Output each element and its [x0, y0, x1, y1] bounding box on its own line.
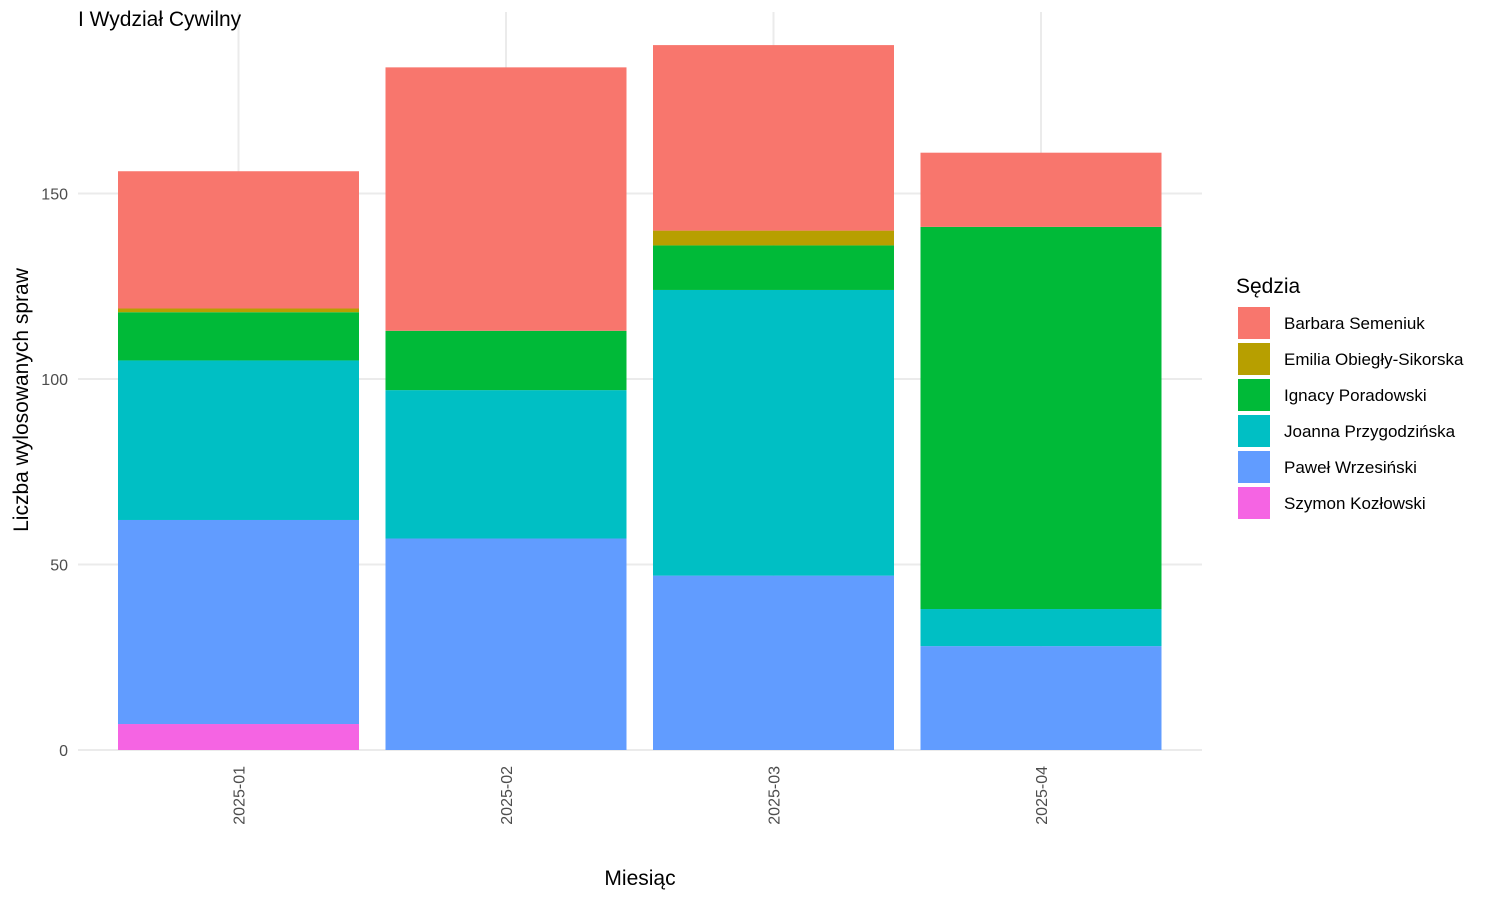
legend-label: Joanna Przygodzińska	[1284, 422, 1456, 441]
x-tick-label: 2025-04	[1034, 766, 1051, 825]
bar-segment: Joanna Przygodzińska (2025-04): 10	[920, 609, 1162, 647]
y-tick-label: 150	[41, 187, 68, 204]
bar-segment: Paweł Wrzesiński (2025-04): 28	[920, 646, 1162, 750]
legend-swatch	[1238, 343, 1270, 375]
x-axis-title: Miesiąc	[604, 867, 675, 890]
y-tick-label: 50	[50, 558, 68, 575]
legend-swatch	[1238, 415, 1270, 447]
bar-segment: Ignacy Poradowski (2025-04): 103	[920, 226, 1162, 610]
axes-layer: 0 50 100 150 2025-01 2025-02 2025-03 2025-04	[41, 187, 1051, 825]
y-tick-label: 100	[41, 372, 68, 389]
legend-swatch	[1238, 307, 1270, 339]
bar-segment: Ignacy Poradowski (2025-02): 16	[385, 330, 627, 391]
bar-segment: Joanna Przygodzińska (2025-01): 43	[118, 360, 359, 520]
bar-segment: Paweł Wrzesiński (2025-01): 55	[118, 519, 359, 725]
bar-segment: Paweł Wrzesiński (2025-02): 57	[385, 538, 627, 750]
legend-swatch	[1238, 379, 1270, 411]
bar-segment: Ignacy Poradowski (2025-03): 12	[653, 245, 894, 290]
y-tick-label: 0	[59, 743, 68, 760]
x-tick-label: 2025-02	[499, 766, 516, 825]
legend-label: Barbara Semeniuk	[1284, 314, 1425, 333]
bar-segment: Barbara Semeniuk (2025-04): 20	[920, 152, 1162, 227]
bar-segment: Barbara Semeniuk (2025-03): 50	[653, 45, 894, 231]
legend-label: Ignacy Poradowski	[1284, 386, 1427, 405]
bar-segment: Ignacy Poradowski (2025-01): 13	[118, 312, 359, 361]
bar-segment: Emilia Obiegły-Sikorska (2025-01): 1	[118, 308, 359, 313]
y-axis-title: Liczba wylosowanych spraw	[10, 267, 33, 532]
x-tick-label: 2025-01	[232, 766, 249, 825]
bar-segment: Paweł Wrzesiński (2025-03): 47	[653, 575, 894, 750]
bar-segment: Emilia Obiegły-Sikorska (2025-03): 4	[653, 230, 894, 246]
bar-segment: Barbara Semeniuk (2025-01): 37	[118, 171, 359, 309]
bar-segment: Barbara Semeniuk (2025-02): 71	[385, 67, 627, 331]
legend-items: Barbara Semeniuk Emilia Obiegły-Sikorska I…	[1238, 307, 1464, 519]
bar-segment: Joanna Przygodzińska (2025-03): 77	[653, 289, 894, 576]
legend: Sędzia Barbara Semeniuk Emilia Obiegły-Si…	[1236, 275, 1464, 519]
bar-segment: Joanna Przygodzińska (2025-02): 40	[385, 390, 627, 539]
bar-segment: Szymon Kozłowski (2025-01): 7	[118, 724, 359, 750]
legend-title: Sędzia	[1236, 275, 1301, 298]
legend-label: Paweł Wrzesiński	[1284, 458, 1417, 477]
legend-label: Szymon Kozłowski	[1284, 494, 1426, 513]
x-tick-label: 2025-03	[767, 766, 784, 825]
bars-layer: Szymon Kozłowski (2025-01): 7Paweł Wrzes…	[118, 45, 1162, 750]
legend-label: Emilia Obiegły-Sikorska	[1284, 350, 1464, 369]
chart-title: I Wydział Cywilny	[78, 8, 242, 31]
legend-swatch	[1238, 451, 1270, 483]
legend-swatch	[1238, 487, 1270, 519]
